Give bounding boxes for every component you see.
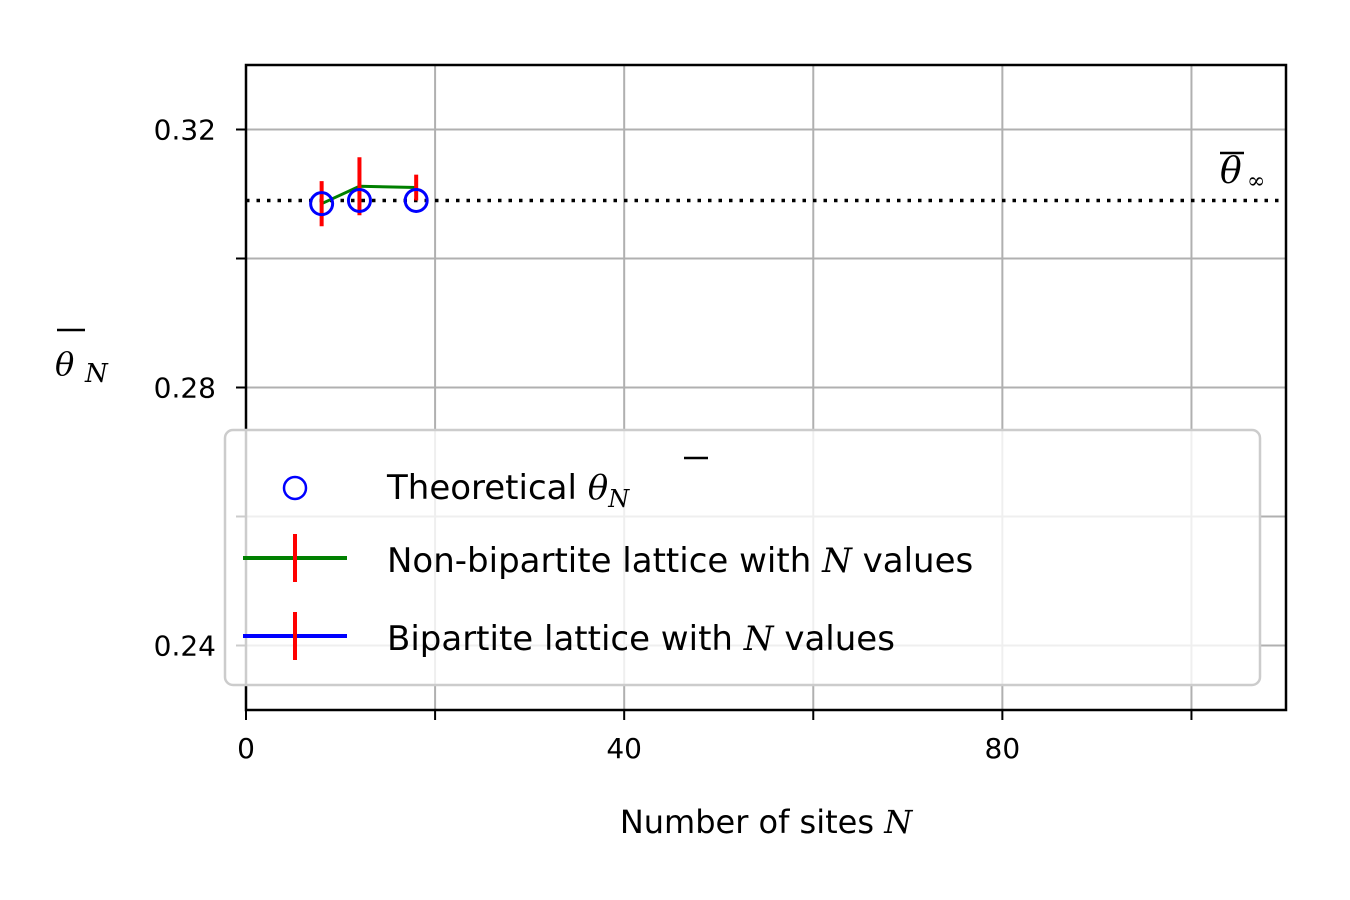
theoretical-point: [346, 187, 372, 213]
legend-box: [223, 428, 1262, 687]
theoretical-point: [309, 191, 335, 217]
x-axis-title-var: N: [883, 803, 913, 841]
legend-label-nonbipartite-after: values: [852, 541, 973, 581]
x-tick-label: 0: [237, 732, 255, 765]
y-axis-subscript: N: [84, 359, 109, 389]
legend-label-theoretical: Theoretical θN: [386, 468, 630, 513]
legend-label-bipartite-var: N: [743, 619, 775, 659]
legend-label-theoretical-sub: N: [607, 485, 630, 513]
legend-label-bipartite-text: Bipartite lattice with: [387, 619, 744, 659]
legend-label-theoretical-text: Theoretical: [386, 468, 588, 508]
legend-label-bipartite: Bipartite lattice with N values: [387, 619, 895, 659]
y-tick-label: 0.24: [154, 630, 216, 663]
theoretical-point: [403, 187, 429, 213]
axis-ticks: 0 40 80 0.24 0.28 0.32: [154, 114, 1193, 765]
theta-infinity-symbol: θ: [1220, 151, 1242, 192]
x-tick-label: 80: [985, 732, 1021, 765]
legend-marker-theoretical: [282, 475, 308, 501]
y-axis-symbol: θ: [55, 345, 74, 383]
x-axis-title-text: Number of sites: [620, 803, 884, 841]
y-tick-label: 0.32: [154, 114, 216, 147]
legend: Theoretical θN Non-bipartite lattice wit…: [223, 428, 1262, 687]
x-axis-title: Number of sites N: [620, 803, 913, 841]
theta-infinity-subscript: ∞: [1247, 169, 1265, 194]
legend-label-nonbipartite-var: N: [821, 541, 853, 581]
y-axis-title: θ N: [55, 328, 109, 389]
y-tick-label: 0.28: [154, 372, 216, 405]
legend-label-nonbipartite: Non-bipartite lattice with N values: [387, 541, 973, 581]
legend-label-nonbipartite-text: Non-bipartite lattice with: [387, 541, 822, 581]
legend-label-theoretical-symbol: θ: [588, 468, 608, 508]
x-tick-label: 40: [606, 732, 642, 765]
reference-line-label: θ ∞: [1220, 151, 1265, 194]
legend-label-bipartite-after: values: [774, 619, 895, 659]
series-group: [309, 157, 429, 227]
